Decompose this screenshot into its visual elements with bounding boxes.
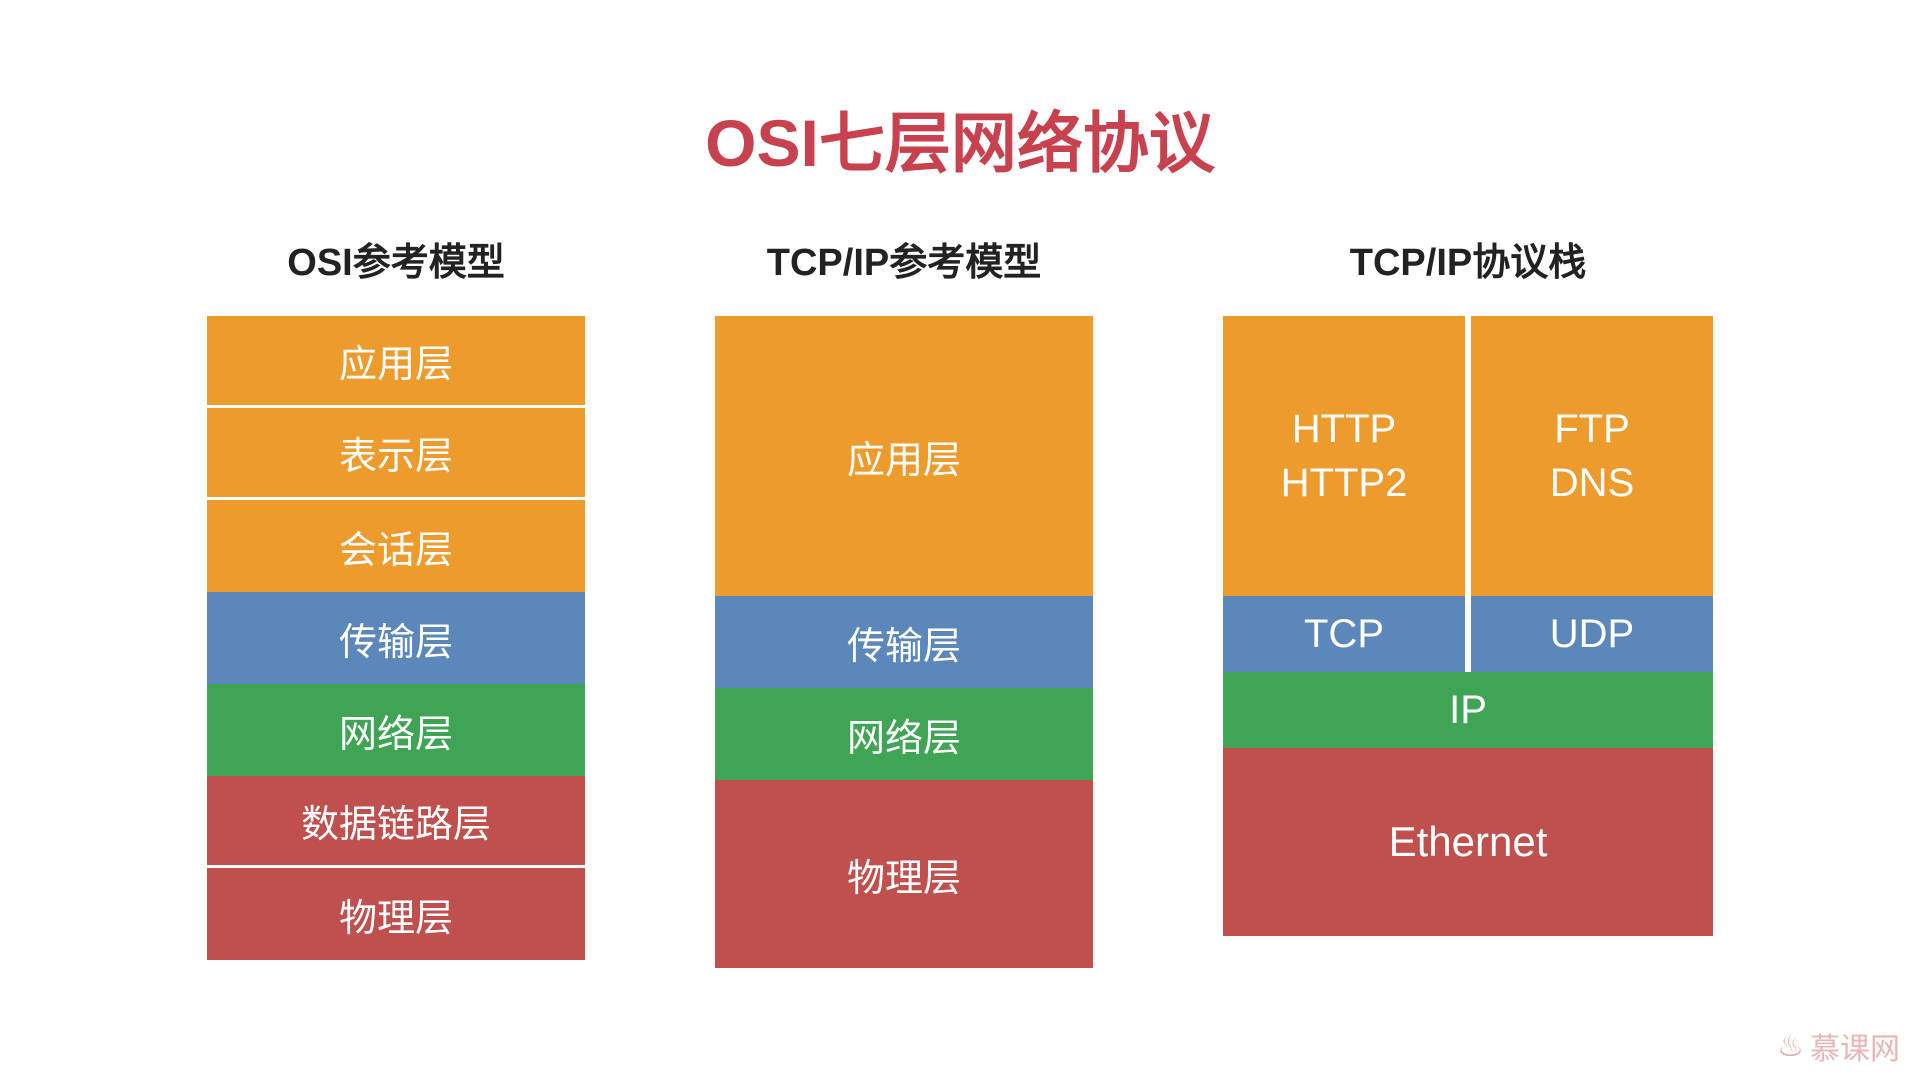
page-title: OSI七层网络协议 (705, 90, 1215, 186)
osi-column: OSI参考模型 应用层 表示层 会话层 传输层 网络层 数据链路层 物理层 (207, 231, 585, 968)
osi-stack: 应用层 表示层 会话层 传输层 网络层 数据链路层 物理层 (207, 316, 585, 960)
tcpip-model-stack: 应用层 传输层 网络层 物理层 (715, 316, 1093, 968)
tcpip-layer-network: 网络层 (715, 688, 1093, 780)
protocol-ftp-dns: FTP DNS (1471, 316, 1713, 596)
tcpip-stack-heading: TCP/IP协议栈 (1350, 231, 1586, 286)
app-protocol-row: HTTP HTTP2 FTP DNS (1223, 316, 1713, 596)
osi-layer-presentation: 表示层 (207, 408, 585, 500)
tcpip-model-heading: TCP/IP参考模型 (767, 231, 1041, 286)
osi-layer-datalink: 数据链路层 (207, 776, 585, 868)
watermark-text: 慕课网 (1810, 1024, 1900, 1068)
osi-layer-transport: 传输层 (207, 592, 585, 684)
osi-layer-network: 网络层 (207, 684, 585, 776)
tcpip-layer-physical: 物理层 (715, 780, 1093, 968)
osi-layer-session: 会话层 (207, 500, 585, 592)
tcpip-stack: HTTP HTTP2 FTP DNS TCP UDP IP Ethernet (1223, 316, 1713, 936)
osi-heading: OSI参考模型 (287, 231, 504, 286)
osi-layer-application: 应用层 (207, 316, 585, 408)
protocol-udp: UDP (1471, 596, 1713, 672)
tcpip-layer-transport: 传输层 (715, 596, 1093, 688)
watermark: ♨ 慕课网 (1777, 1024, 1900, 1068)
protocol-ip: IP (1223, 672, 1713, 748)
flame-icon: ♨ (1777, 1029, 1804, 1064)
tcpip-layer-application: 应用层 (715, 316, 1093, 596)
tcpip-stack-column: TCP/IP协议栈 HTTP HTTP2 FTP DNS TCP UDP IP … (1223, 231, 1713, 968)
protocol-tcp: TCP (1223, 596, 1465, 672)
tcpip-model-column: TCP/IP参考模型 应用层 传输层 网络层 物理层 (715, 231, 1093, 968)
protocol-http: HTTP HTTP2 (1223, 316, 1465, 596)
osi-layer-physical: 物理层 (207, 868, 585, 960)
transport-protocol-row: TCP UDP (1223, 596, 1713, 672)
columns-container: OSI参考模型 应用层 表示层 会话层 传输层 网络层 数据链路层 物理层 TC… (200, 231, 1720, 968)
protocol-ethernet: Ethernet (1223, 748, 1713, 936)
